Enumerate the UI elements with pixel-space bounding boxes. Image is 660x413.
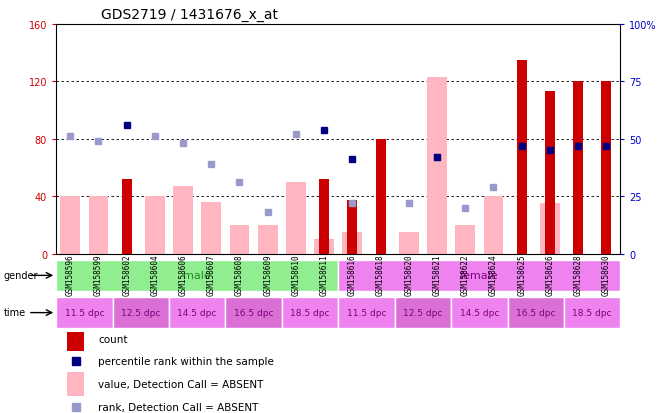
Bar <box>60 197 80 254</box>
Text: 11.5 dpc: 11.5 dpc <box>346 309 386 317</box>
Text: male: male <box>183 271 211 281</box>
Bar <box>173 187 193 254</box>
Bar <box>343 233 362 254</box>
Bar <box>508 297 564 328</box>
Text: GSM158624: GSM158624 <box>489 254 498 296</box>
Text: GSM158610: GSM158610 <box>292 254 300 296</box>
Text: GDS2719 / 1431676_x_at: GDS2719 / 1431676_x_at <box>101 8 279 22</box>
Bar <box>314 240 334 254</box>
Text: GSM158606: GSM158606 <box>179 254 187 296</box>
Bar <box>540 204 560 254</box>
Text: GSM158625: GSM158625 <box>517 254 526 296</box>
Text: 12.5 dpc: 12.5 dpc <box>403 309 443 317</box>
Bar <box>258 225 278 254</box>
Text: 14.5 dpc: 14.5 dpc <box>459 309 499 317</box>
Text: value, Detection Call = ABSENT: value, Detection Call = ABSENT <box>98 379 264 389</box>
Bar <box>517 61 527 254</box>
Bar <box>56 297 112 328</box>
Bar <box>601 82 611 254</box>
Text: GSM158608: GSM158608 <box>235 254 244 296</box>
Bar <box>230 225 249 254</box>
Text: GSM158622: GSM158622 <box>461 254 470 296</box>
Text: 16.5 dpc: 16.5 dpc <box>516 309 556 317</box>
Text: count: count <box>98 334 128 344</box>
Text: 11.5 dpc: 11.5 dpc <box>65 309 104 317</box>
Bar <box>395 297 451 328</box>
Bar <box>88 197 108 254</box>
Bar <box>67 327 84 351</box>
Text: 18.5 dpc: 18.5 dpc <box>290 309 330 317</box>
Bar <box>225 297 282 328</box>
Bar <box>145 197 165 254</box>
Text: GSM158628: GSM158628 <box>574 254 583 296</box>
Text: 16.5 dpc: 16.5 dpc <box>234 309 273 317</box>
Bar <box>399 233 418 254</box>
Bar <box>286 183 306 254</box>
Text: gender: gender <box>3 271 38 280</box>
Bar <box>451 297 508 328</box>
Text: GSM158607: GSM158607 <box>207 254 216 296</box>
Bar <box>347 201 357 254</box>
Bar <box>484 197 504 254</box>
Text: time: time <box>3 308 26 318</box>
Bar <box>564 297 620 328</box>
Text: GSM158602: GSM158602 <box>122 254 131 296</box>
Text: GSM158611: GSM158611 <box>319 254 329 296</box>
Text: GSM158599: GSM158599 <box>94 254 103 296</box>
Text: GSM158616: GSM158616 <box>348 254 357 296</box>
Bar <box>201 202 221 254</box>
Bar <box>338 297 395 328</box>
Text: female: female <box>460 271 499 281</box>
Bar <box>67 372 84 396</box>
Bar <box>427 78 447 254</box>
Bar <box>112 297 169 328</box>
Bar <box>169 297 225 328</box>
Text: GSM158596: GSM158596 <box>66 254 75 296</box>
Bar <box>121 180 131 254</box>
Bar <box>338 260 620 291</box>
Bar <box>573 82 583 254</box>
Bar <box>319 180 329 254</box>
Text: GSM158626: GSM158626 <box>545 254 554 296</box>
Bar <box>545 92 555 254</box>
Text: GSM158630: GSM158630 <box>602 254 611 296</box>
Text: GSM158604: GSM158604 <box>150 254 159 296</box>
Text: GSM158618: GSM158618 <box>376 254 385 296</box>
Text: 18.5 dpc: 18.5 dpc <box>572 309 612 317</box>
Text: GSM158620: GSM158620 <box>405 254 413 296</box>
Text: percentile rank within the sample: percentile rank within the sample <box>98 356 275 366</box>
Bar <box>56 260 338 291</box>
Text: 14.5 dpc: 14.5 dpc <box>178 309 217 317</box>
Bar <box>455 225 475 254</box>
Text: GSM158621: GSM158621 <box>432 254 442 296</box>
Text: rank, Detection Call = ABSENT: rank, Detection Call = ABSENT <box>98 401 259 411</box>
Bar <box>376 140 385 254</box>
Text: 12.5 dpc: 12.5 dpc <box>121 309 160 317</box>
Text: GSM158609: GSM158609 <box>263 254 272 296</box>
Bar <box>282 297 338 328</box>
